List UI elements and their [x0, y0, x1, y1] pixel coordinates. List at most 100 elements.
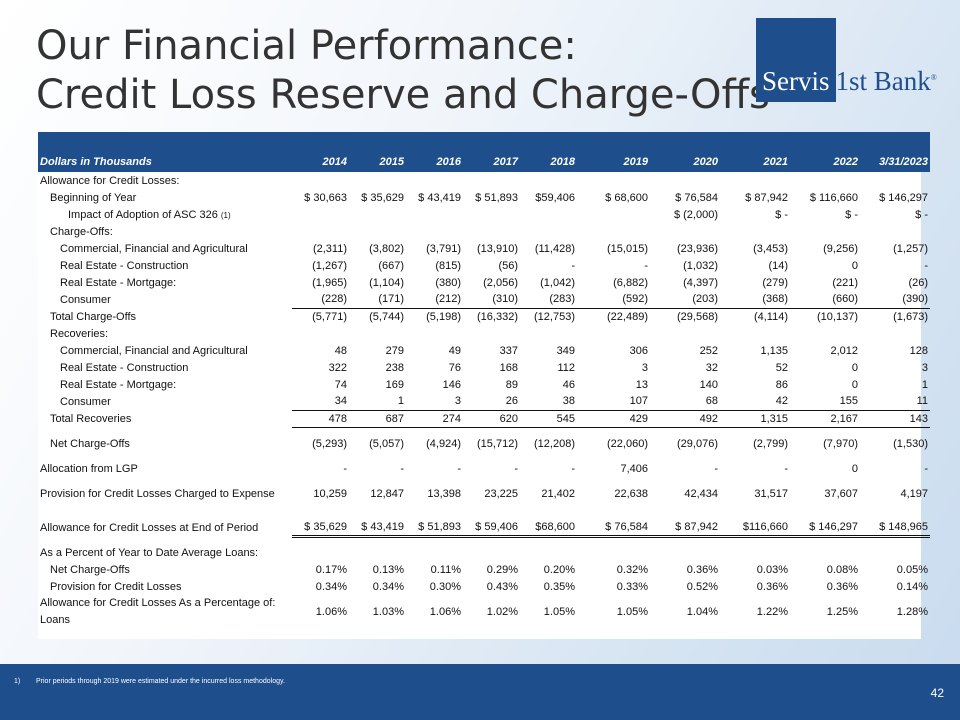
row-label-text: Total Recoveries [50, 412, 132, 425]
table-cell [720, 172, 790, 189]
table-cell: (22,489) [607, 310, 648, 323]
table-cell: $ 59,406 [463, 519, 520, 538]
row-label: Real Estate - Construction [38, 359, 292, 376]
title-line-2: Credit Loss Reserve and Charge-Offs [36, 72, 770, 118]
table-cell: 22,638 [614, 487, 648, 500]
header-year: 2014 [292, 132, 349, 172]
footnote-number: 1) [14, 678, 21, 685]
table-cell [463, 172, 520, 189]
table-cell [860, 172, 930, 189]
row-label-text: Provision for Credit Losses Charged to E… [40, 487, 275, 500]
table-cell: (56) [498, 259, 518, 272]
table-cell: 13,398 [427, 487, 461, 500]
row-label: Impact of Adoption of ASC 326 (1) [38, 206, 292, 223]
table-cell: (5,198) [426, 310, 461, 323]
table-cell: (26) [908, 276, 928, 289]
table-cell: 42 [720, 393, 790, 411]
header-year: 2022 [790, 132, 860, 172]
row-label: Allowance for Credit Losses at End of Pe… [38, 519, 292, 536]
table-cell: 0.29% [486, 563, 518, 576]
table-cell [406, 172, 463, 189]
table-cell [349, 544, 406, 561]
logo-wordmark: Servis 1st Bank® [762, 66, 937, 97]
row-label: Real Estate - Mortgage: [38, 274, 292, 291]
table-cell: 0.52% [686, 580, 718, 593]
table-cell: 0.13% [372, 563, 404, 576]
table-cell: (1,267) [312, 259, 347, 272]
table-cell: 42,434 [684, 487, 718, 500]
header-year: 3/31/2023 [860, 132, 930, 172]
row-label: As a Percent of Year to Date Average Loa… [38, 544, 292, 561]
table-cell: (4,924) [426, 437, 461, 450]
table-cell: (221) [832, 276, 858, 289]
table-cell: (5,293) [312, 437, 347, 450]
row-label: Net Charge-Offs [38, 435, 292, 452]
table-row: Provision for Credit Losses Charged to E… [38, 477, 930, 511]
table-cell: $ 30,663 [304, 191, 347, 204]
row-label-text: Real Estate - Construction [60, 259, 189, 272]
table-cell [860, 325, 930, 342]
table-cell: 21,402 [541, 487, 575, 500]
table-cell: 0.05% [896, 563, 928, 576]
table-cell: 68 [650, 393, 720, 411]
table-cell [349, 172, 406, 189]
table-cell: (7,970) [823, 437, 858, 450]
row-label: Real Estate - Mortgage: [38, 376, 292, 393]
row-label-text: Allowance for Credit Losses at End of Pe… [40, 521, 259, 534]
logo-registered-mark: ® [930, 73, 937, 82]
table-cell [520, 544, 577, 561]
table-cell: $ 76,584 [577, 519, 650, 538]
table-cell: 1 [921, 378, 928, 391]
row-label: Total Charge-Offs [38, 308, 292, 325]
footnote-ref: (1) [220, 210, 231, 220]
footnote: 1) Prior periods through 2019 were estima… [14, 678, 285, 685]
logo-blue-box [756, 18, 836, 102]
table-cell: (5,057) [369, 437, 404, 450]
table-cell: - [924, 462, 928, 475]
slide-title: Our Financial Performance: Credit Loss R… [36, 22, 770, 120]
table-cell: 146 [442, 378, 461, 391]
table-cell [520, 325, 577, 342]
table-cell: 274 [406, 410, 463, 428]
table-row: Real Estate - Construction (1,267) (667) (8… [38, 257, 930, 274]
table-cell: - [514, 462, 518, 475]
table-cell: 155 [790, 393, 860, 411]
table-cell: (228) [292, 291, 349, 309]
table-cell: 140 [699, 378, 718, 391]
table-cell: 143 [860, 410, 930, 428]
table-cell: (212) [406, 291, 463, 309]
table-cell [720, 325, 790, 342]
table-row: Commercial, Financial and Agricultural (2… [38, 240, 930, 257]
table-cell: - [714, 462, 718, 475]
table-cell [790, 325, 860, 342]
table-cell: 0.08% [826, 563, 858, 576]
row-label: Consumer [38, 393, 292, 410]
row-label-text: Real Estate - Mortgage: [60, 378, 177, 391]
table-cell: - [784, 462, 788, 475]
table-cell [463, 325, 520, 342]
row-label-text: Real Estate - Construction [60, 361, 189, 374]
row-label-text: Charge-Offs: [50, 225, 113, 238]
table-row: Provision for Credit Losses 0.34% 0.34% 0.3… [38, 578, 930, 595]
table-cell: 52 [775, 361, 788, 374]
table-cell: (390) [860, 291, 930, 309]
table-cell [790, 172, 860, 189]
table-cell: 48 [334, 344, 347, 357]
table-cell: (279) [762, 276, 788, 289]
row-label: Real Estate - Construction [38, 257, 292, 274]
table-cell: (380) [435, 276, 461, 289]
table-cell: 7,406 [620, 462, 648, 475]
table-row: Net Charge-Offs 0.17% 0.13% 0.11% 0.29% 0.20%… [38, 561, 930, 578]
table-cell: 1.04% [686, 605, 718, 618]
table-row: Real Estate - Mortgage: 74 169 146 89 46 13 140… [38, 376, 930, 393]
table-cell: 0.20% [543, 563, 575, 576]
table-cell [650, 172, 720, 189]
table-cell [406, 325, 463, 342]
table-cell: (29,568) [677, 310, 718, 323]
table-cell: (1,965) [312, 276, 347, 289]
table-cell: $ 87,942 [745, 191, 788, 204]
table-cell: 1.25% [826, 605, 858, 618]
table-cell: 0.33% [616, 580, 648, 593]
row-label-text: Real Estate - Mortgage: [60, 276, 177, 289]
table-cell: (1,257) [893, 242, 928, 255]
